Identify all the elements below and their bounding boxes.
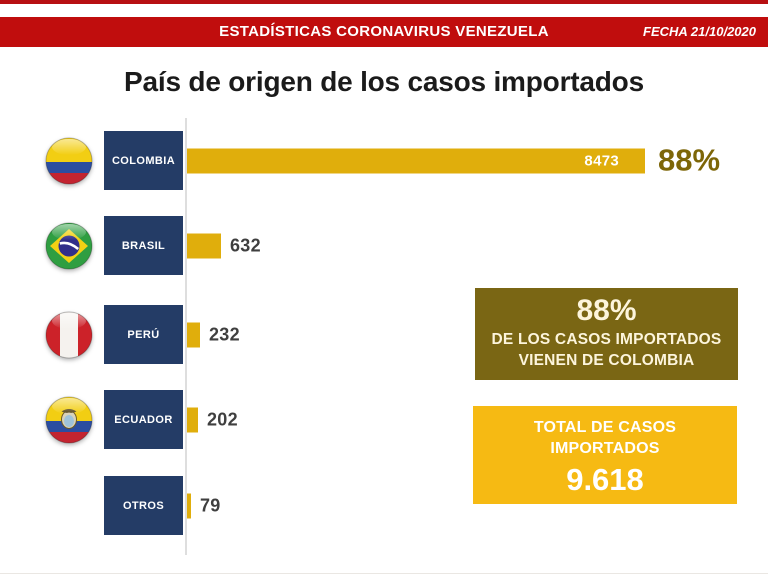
top-accent-strip bbox=[0, 0, 768, 4]
category-label: COLOMBIA bbox=[111, 154, 176, 167]
category-label: ECUADOR bbox=[114, 413, 173, 426]
category-label: PERÚ bbox=[127, 328, 160, 341]
bar-brasil bbox=[187, 233, 221, 258]
category-label-box: ECUADOR bbox=[104, 390, 183, 449]
chart-row-otros: OTROS 79 bbox=[0, 476, 768, 535]
category-label: BRASIL bbox=[121, 239, 166, 252]
bar-otros bbox=[187, 493, 191, 518]
peru-flag-icon bbox=[45, 311, 93, 358]
highlight-percent: 88% bbox=[576, 294, 637, 327]
total-line1: TOTAL DE CASOS bbox=[533, 419, 677, 436]
page-title: País de origen de los casos importados bbox=[124, 66, 644, 97]
bar-colombia: 8473 bbox=[187, 148, 645, 173]
bar-peru bbox=[187, 322, 200, 347]
bar-value-label: 8473 bbox=[584, 152, 619, 169]
chart-axis-line bbox=[185, 118, 187, 555]
highlight-line2: VIENEN DE COLOMBIA bbox=[518, 352, 695, 369]
highlight-line1: DE LOS CASOS IMPORTADOS bbox=[491, 331, 722, 348]
colombia-percent-label: 88% bbox=[658, 141, 721, 177]
chart-row-ecuador: ECUADOR 202 bbox=[0, 390, 768, 449]
ecuador-flag-icon bbox=[45, 396, 93, 443]
bar-value-label: 632 bbox=[230, 235, 261, 255]
bottom-divider-line bbox=[0, 573, 768, 574]
total-line2: IMPORTADOS bbox=[550, 440, 660, 457]
bar-value-label: 232 bbox=[209, 324, 240, 344]
bar-value-label: 202 bbox=[207, 409, 238, 429]
colombia-flag-icon bbox=[45, 137, 93, 184]
colombia-highlight-box: 88% DE LOS CASOS IMPORTADOS VIENEN DE CO… bbox=[475, 288, 738, 380]
header-banner: ESTADÍSTICAS CORONAVIRUS VENEZUELA FECHA… bbox=[0, 17, 768, 47]
banner-title: ESTADÍSTICAS CORONAVIRUS VENEZUELA bbox=[219, 23, 549, 40]
chart-row-peru: PERÚ 232 bbox=[0, 305, 768, 364]
total-cases-box: TOTAL DE CASOS IMPORTADOS 9.618 bbox=[473, 406, 737, 504]
chart-row-colombia: COLOMBIA 8473 88% bbox=[0, 131, 768, 190]
category-label-box: OTROS bbox=[104, 476, 183, 535]
brasil-flag-icon bbox=[45, 222, 93, 269]
category-label-box: BRASIL bbox=[104, 216, 183, 275]
category-label: OTROS bbox=[122, 499, 165, 512]
banner-date: FECHA 21/10/2020 bbox=[643, 24, 756, 39]
bar-ecuador bbox=[187, 407, 198, 432]
chart-row-brasil: BRASIL 632 bbox=[0, 216, 768, 275]
category-label-box: COLOMBIA bbox=[104, 131, 183, 190]
category-label-box: PERÚ bbox=[104, 305, 183, 364]
bar-value-label: 79 bbox=[200, 495, 221, 515]
total-value: 9.618 bbox=[566, 462, 644, 497]
